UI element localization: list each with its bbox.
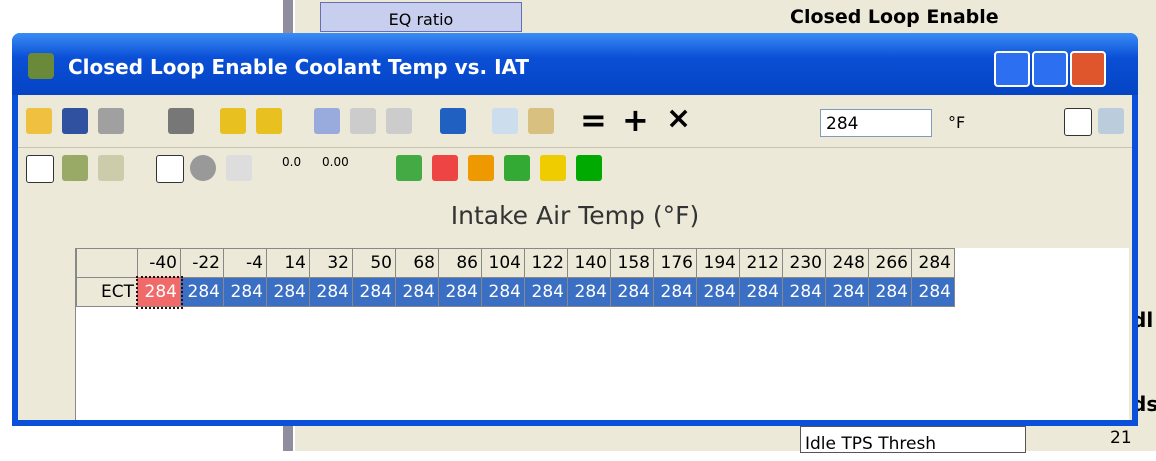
column-header[interactable]: 248	[825, 248, 869, 278]
decimal-icon[interactable]: 0.00	[322, 155, 349, 169]
toolbar: = + × 284 °F	[18, 95, 1132, 148]
column-header[interactable]: 14	[266, 248, 310, 278]
equals-icon[interactable]: =	[580, 101, 607, 139]
grid-icon[interactable]	[26, 155, 54, 183]
toolbar: 0.0 0.00	[18, 147, 1132, 193]
star-icon[interactable]	[256, 108, 282, 134]
paste-icon[interactable]	[528, 108, 554, 134]
graph-icon[interactable]	[226, 155, 252, 181]
value-cell[interactable]: 284	[481, 277, 525, 307]
value-cell[interactable]: 284	[309, 277, 353, 307]
column-header[interactable]: 176	[653, 248, 697, 278]
3d-icon[interactable]	[190, 155, 216, 181]
plus-icon[interactable]: +	[622, 101, 649, 139]
value-cell[interactable]: 284	[782, 277, 826, 307]
value-cell[interactable]: 284	[438, 277, 482, 307]
column-header[interactable]: 212	[739, 248, 783, 278]
value-cell[interactable]: 284	[696, 277, 740, 307]
header-row: -40 -22 -4 14 32 50 68 86 104 122 140 158 176 194 212 2…	[76, 248, 955, 278]
value-cell[interactable]: 284	[180, 277, 224, 307]
color-icon[interactable]	[576, 155, 602, 181]
data-table: -40 -22 -4 14 32 50 68 86 104 122 140 158 176 194 212 2…	[76, 248, 955, 309]
color-icon[interactable]	[468, 155, 494, 181]
column-header[interactable]: 50	[352, 248, 396, 278]
star-icon[interactable]	[220, 108, 246, 134]
app-icon	[28, 53, 54, 79]
value-cell[interactable]: 284	[135, 275, 183, 309]
minimize-button[interactable]	[994, 51, 1030, 87]
tool-icon[interactable]	[168, 108, 194, 134]
value-input[interactable]: 284	[820, 109, 932, 137]
column-header[interactable]: 140	[567, 248, 611, 278]
maximize-button[interactable]	[1032, 51, 1068, 87]
column-header[interactable]: 266	[868, 248, 912, 278]
column-header[interactable]: 68	[395, 248, 439, 278]
column-header[interactable]: 230	[782, 248, 826, 278]
color-icon[interactable]	[396, 155, 422, 181]
value-cell[interactable]: 284	[610, 277, 654, 307]
decimal-icon[interactable]: 0.0	[282, 155, 302, 169]
value-cell[interactable]: 284	[524, 277, 568, 307]
column-header[interactable]: 86	[438, 248, 482, 278]
value-cell[interactable]: 284	[352, 277, 396, 307]
idle-label: Idle TPS Thresh	[800, 426, 1026, 454]
value-cell[interactable]: 284	[567, 277, 611, 307]
value-cell[interactable]: 284	[266, 277, 310, 307]
value-cell[interactable]: 284	[868, 277, 912, 307]
table-icon[interactable]	[386, 108, 412, 134]
heading: Closed Loop Enable	[790, 6, 999, 28]
column-header[interactable]: 104	[481, 248, 525, 278]
print-icon[interactable]	[98, 108, 124, 134]
window: Closed Loop Enable Coolant Temp vs. IAT …	[12, 33, 1138, 426]
value-row: ECT 284 284 284 284 284 284 284 284 284 284 284 284 2…	[76, 275, 955, 309]
value-cell[interactable]: 284	[395, 277, 439, 307]
unit-label: °F	[948, 113, 966, 132]
undo-icon[interactable]	[440, 108, 466, 134]
column-header[interactable]: 284	[911, 248, 955, 278]
idle-value: 21	[1110, 428, 1132, 448]
value-cell[interactable]: 284	[223, 277, 267, 307]
title-bar: Closed Loop Enable Coolant Temp vs. IAT	[12, 33, 1138, 95]
corner-cell	[76, 248, 138, 278]
color-icon[interactable]	[540, 155, 566, 181]
row-label: ECT	[76, 277, 138, 307]
grid-icon[interactable]	[156, 155, 184, 183]
value-cell[interactable]: 284	[825, 277, 869, 307]
column-header[interactable]: -40	[137, 248, 181, 278]
column-header[interactable]: 122	[524, 248, 568, 278]
color-icon[interactable]	[504, 155, 530, 181]
axis-label: Intake Air Temp (°F)	[450, 201, 700, 230]
chart-icon[interactable]	[62, 155, 88, 181]
color-icon[interactable]	[432, 155, 458, 181]
copy-icon[interactable]	[492, 108, 518, 134]
table-icon[interactable]	[314, 108, 340, 134]
eq-button[interactable]: EQ ratio	[320, 2, 522, 32]
value-cell[interactable]: 284	[653, 277, 697, 307]
client-area: = + × 284 °F 0.0 0.00 Intake Air Temp (°…	[18, 95, 1132, 420]
column-header[interactable]: -22	[180, 248, 224, 278]
column-header[interactable]: 194	[696, 248, 740, 278]
save-icon[interactable]	[62, 108, 88, 134]
table-area: -40 -22 -4 14 32 50 68 86 104 122 140 158 176 194 212 2…	[75, 248, 1129, 420]
value-cell[interactable]: 284	[739, 277, 783, 307]
open-icon[interactable]	[26, 108, 52, 134]
chart-icon[interactable]	[98, 155, 124, 181]
window-title: Closed Loop Enable Coolant Temp vs. IAT	[68, 55, 530, 79]
screen: EQ ratio Closed Loop Enable Idle TPS Thr…	[12, 0, 1156, 454]
column-header[interactable]: 32	[309, 248, 353, 278]
column-header[interactable]: -4	[223, 248, 267, 278]
view-icon[interactable]	[1098, 108, 1124, 134]
close-button[interactable]	[1070, 51, 1106, 87]
value-cell[interactable]: 284	[911, 277, 955, 307]
view-icon[interactable]	[1064, 108, 1092, 136]
table-icon[interactable]	[350, 108, 376, 134]
multiply-icon[interactable]: ×	[666, 101, 692, 136]
column-header[interactable]: 158	[610, 248, 654, 278]
